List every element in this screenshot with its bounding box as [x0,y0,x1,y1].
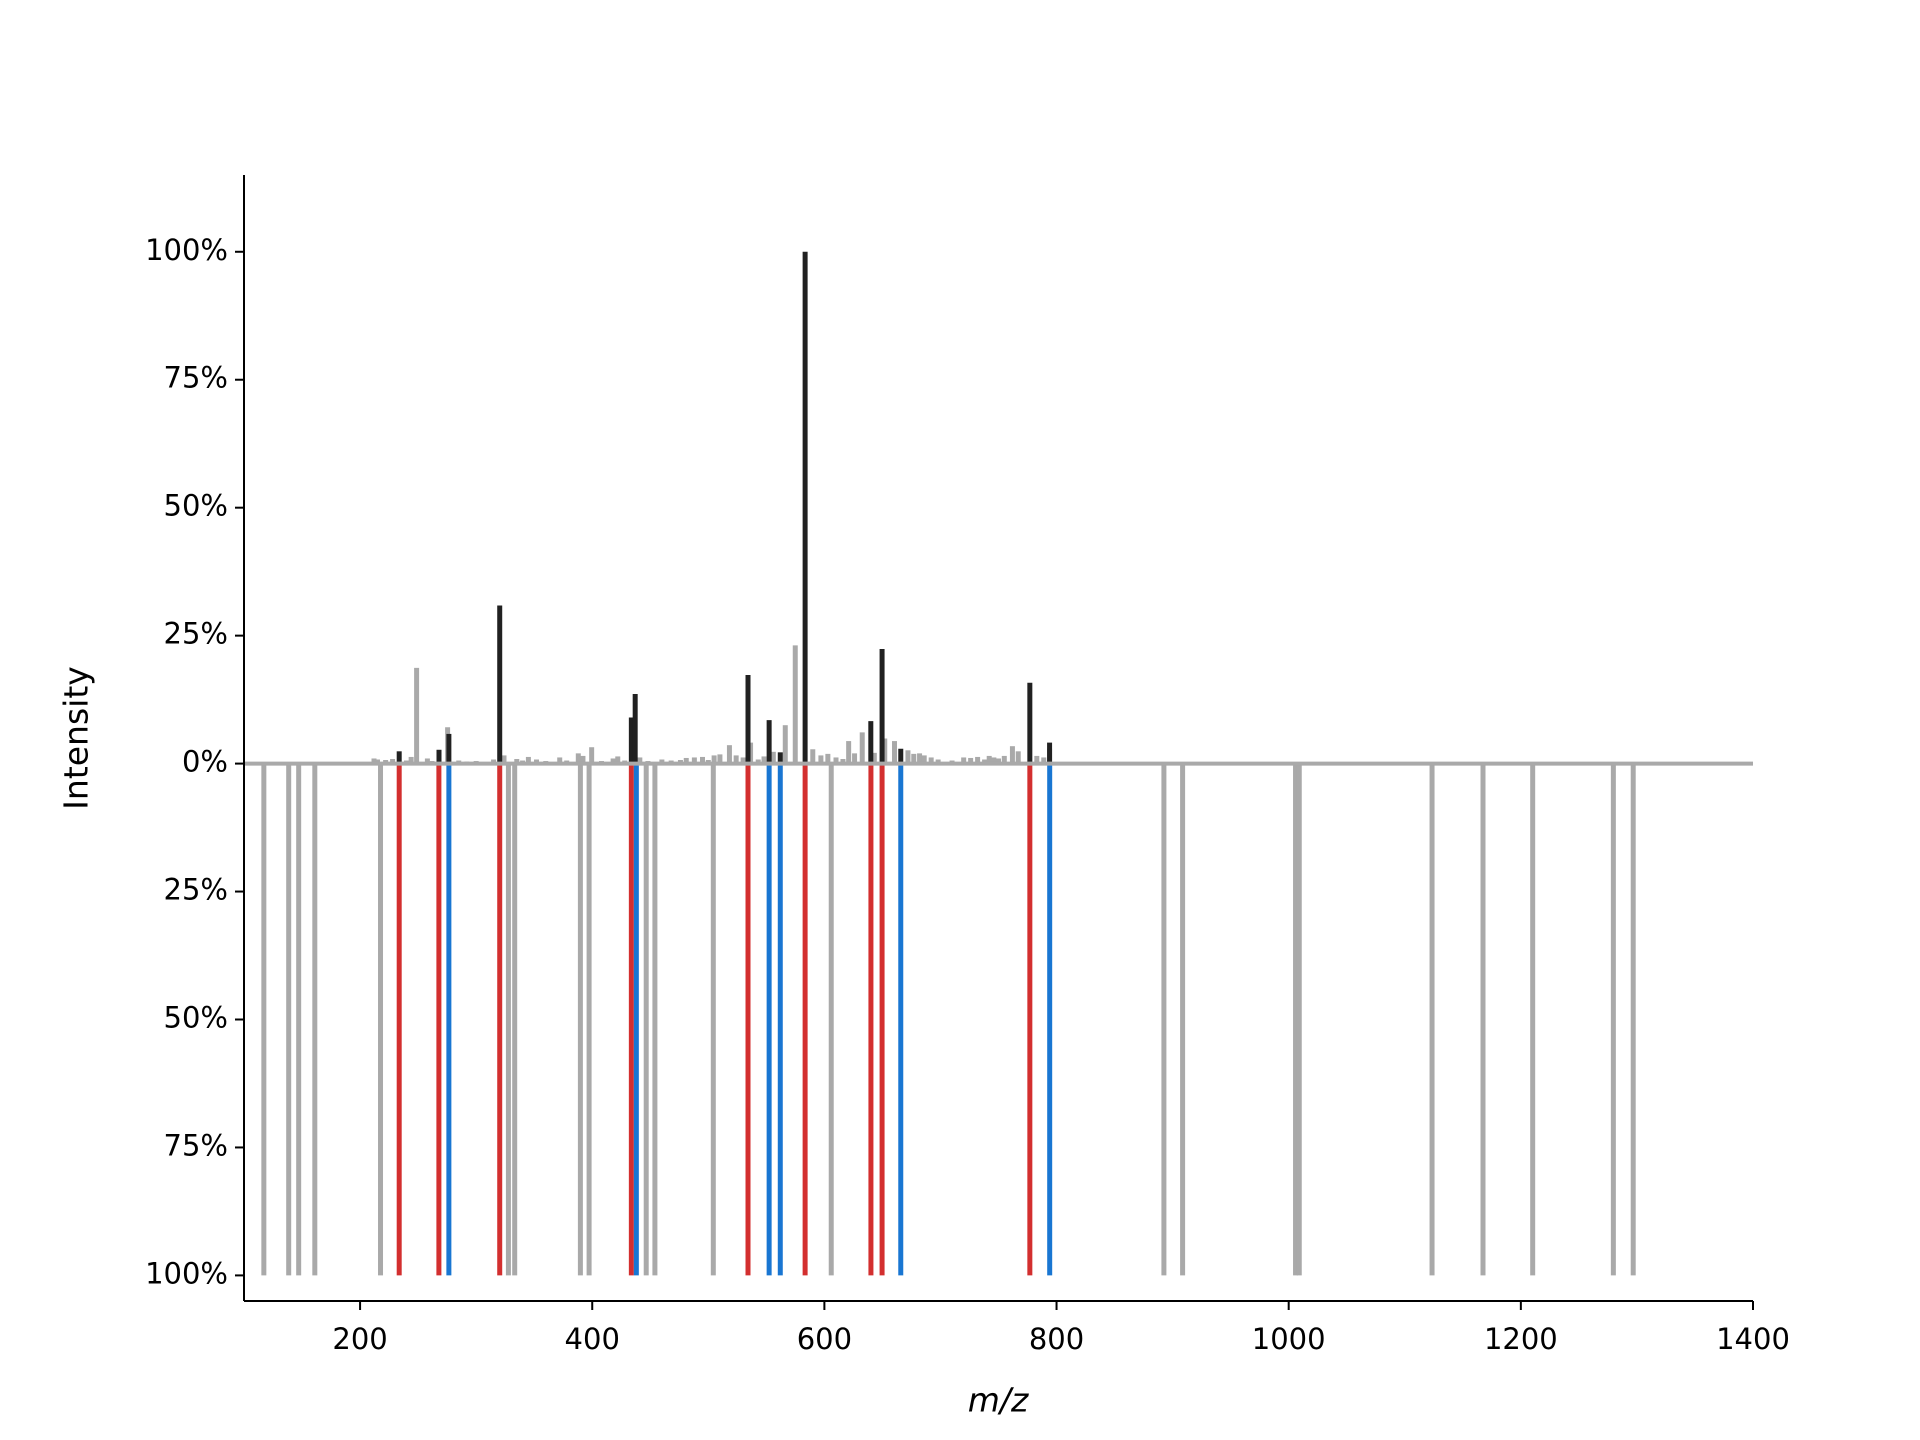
y-tick-label: 75% [164,1128,228,1162]
y-tick-label: 75% [164,361,228,395]
y-tick-label: 25% [164,617,228,651]
x-tick-label: 200 [332,1322,387,1356]
x-tick-label: 1400 [1716,1322,1790,1356]
y-tick-label: 100% [145,1256,228,1290]
x-tick-label: 800 [1029,1322,1084,1356]
x-tick-label: 400 [565,1322,620,1356]
y-axis-label: Intensity [57,666,96,810]
y-tick-label: 25% [164,873,228,907]
y-tick-label: 100% [145,233,228,267]
x-axis-label: m/z [968,1381,1029,1420]
x-tick-label: 600 [797,1322,852,1356]
y-tick-label: 50% [164,1001,228,1035]
y-tick-label: 0% [182,745,228,779]
x-tick-label: 1000 [1252,1322,1326,1356]
y-tick-label: 50% [164,489,228,523]
x-tick-label: 1200 [1484,1322,1558,1356]
